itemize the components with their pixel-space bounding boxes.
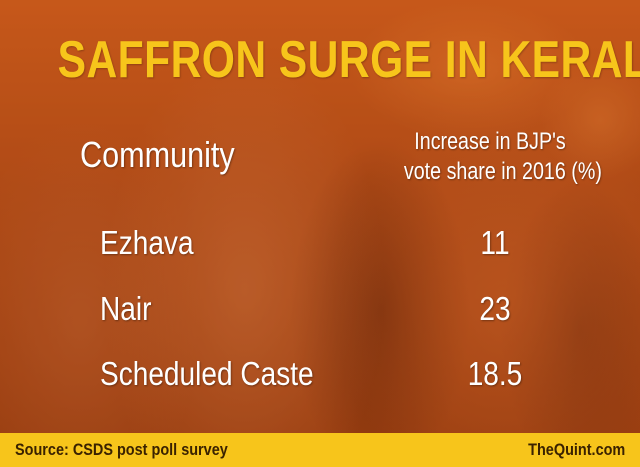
chart-title: SAFFRON SURGE IN KERALA [57, 31, 640, 89]
column-header-value-line-2: vote share in 2016 (%) [403, 158, 602, 185]
row-label-scheduled-caste: Scheduled Caste [100, 355, 314, 392]
source-note: Source: CSDS post poll survey [15, 440, 228, 459]
row-label-ezhava: Ezhava [100, 224, 194, 261]
footer-bar: Source: CSDS post poll survey TheQuint.c… [0, 433, 640, 467]
row-value-scheduled-caste: 18.5 [467, 355, 523, 392]
column-header-community: Community [80, 134, 235, 175]
row-label-nair: Nair [100, 290, 152, 327]
row-value-ezhava: 11 [480, 224, 510, 261]
row-value-nair: 23 [479, 290, 511, 327]
brand-logo-text[interactable]: TheQuint.com [527, 440, 625, 459]
column-header-value-line-1: Increase in BJP's [414, 128, 566, 155]
